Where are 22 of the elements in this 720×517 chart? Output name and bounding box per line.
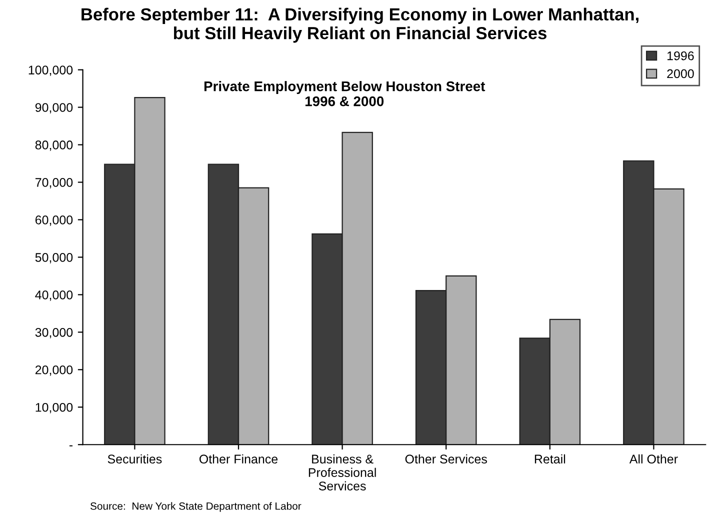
x-tick-label: Other Services — [405, 454, 487, 464]
legend-label: 2000 — [667, 69, 694, 78]
chart-title: Before September 11: A Diversifying Economy in Lower Manhattan, but Still Heavily Reliant on Financial Services — [82, 8, 638, 43]
text: Private Employment Below Houston Street 1996 & 2000 — [204, 81, 486, 106]
y-tick-label: 40,000 — [35, 290, 73, 301]
y-tick-label: 80,000 — [35, 140, 73, 151]
y-tick-label: - — [69, 445, 73, 446]
x-tick-label: Business & Professional Services — [308, 454, 376, 490]
y-tick-label: 10,000 — [36, 402, 73, 414]
x-tick-label: Retail — [534, 454, 566, 464]
x-tick-label: Other Finance — [199, 454, 278, 464]
y-tick-label: 100,000 — [28, 66, 73, 76]
source-note: Source: New York State Department of Labor — [90, 502, 302, 512]
y-tick-label: 90,000 — [35, 103, 73, 114]
legend-label: 1996 — [668, 51, 694, 60]
x-tick-label: Securities — [108, 454, 162, 464]
y-tick-label: 60,000 — [35, 216, 73, 226]
y-tick-label: 20,000 — [35, 365, 73, 376]
y-tick-label: 70,000 — [35, 178, 73, 188]
x-tick-label: All Other — [629, 454, 678, 464]
y-tick-label: 30,000 — [35, 328, 73, 338]
y-tick-label: 50,000 — [35, 253, 73, 264]
